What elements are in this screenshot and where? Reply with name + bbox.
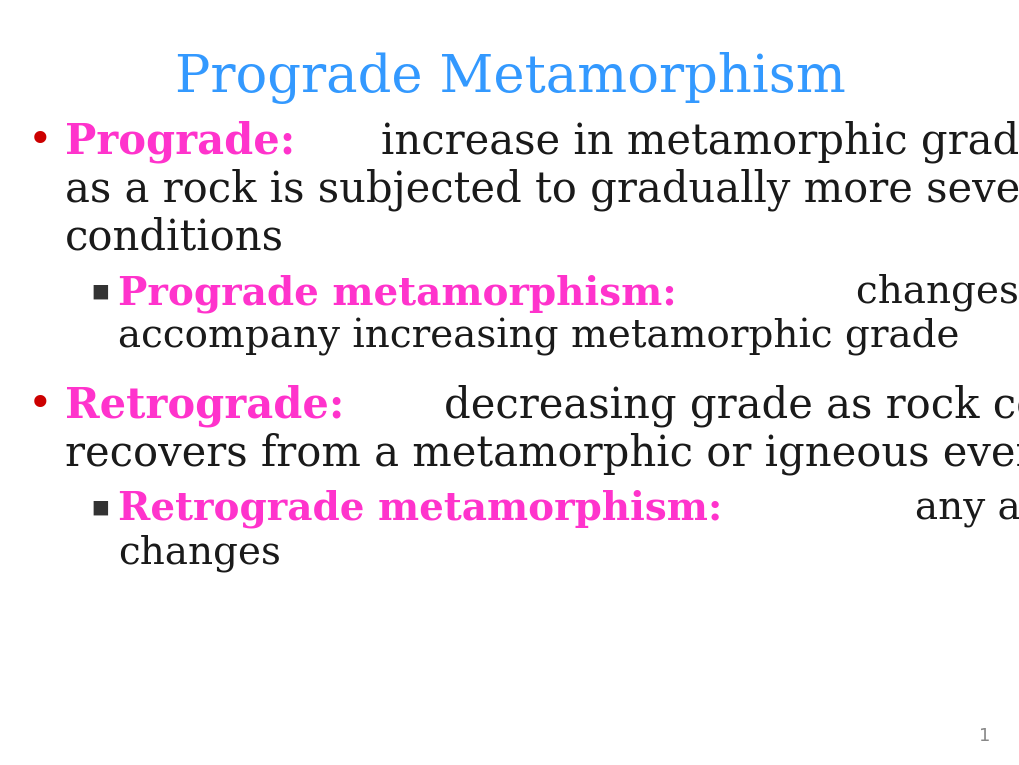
Text: ▪: ▪ bbox=[90, 278, 110, 306]
Text: Prograde metamorphism:: Prograde metamorphism: bbox=[118, 274, 676, 312]
Text: Retrograde:: Retrograde: bbox=[65, 384, 344, 427]
Text: Prograde:: Prograde: bbox=[65, 120, 294, 162]
Text: as a rock is subjected to gradually more severe: as a rock is subjected to gradually more… bbox=[65, 168, 1019, 210]
Text: increase in metamorphic grade with time: increase in metamorphic grade with time bbox=[380, 120, 1019, 162]
Text: conditions: conditions bbox=[65, 216, 283, 258]
Text: changes in a rock that: changes in a rock that bbox=[856, 274, 1019, 312]
Text: accompany increasing metamorphic grade: accompany increasing metamorphic grade bbox=[118, 318, 959, 356]
Text: recovers from a metamorphic or igneous event: recovers from a metamorphic or igneous e… bbox=[65, 432, 1019, 474]
Text: Retrograde metamorphism:: Retrograde metamorphism: bbox=[118, 490, 721, 529]
Text: any accompanying: any accompanying bbox=[914, 490, 1019, 528]
Text: •: • bbox=[28, 384, 53, 426]
Text: Prograde Metamorphism: Prograde Metamorphism bbox=[174, 52, 845, 104]
Text: decreasing grade as rock cools and: decreasing grade as rock cools and bbox=[443, 384, 1019, 427]
Text: •: • bbox=[28, 120, 53, 162]
Text: 1: 1 bbox=[977, 727, 989, 745]
Text: changes: changes bbox=[118, 534, 280, 571]
Text: ▪: ▪ bbox=[90, 494, 110, 522]
